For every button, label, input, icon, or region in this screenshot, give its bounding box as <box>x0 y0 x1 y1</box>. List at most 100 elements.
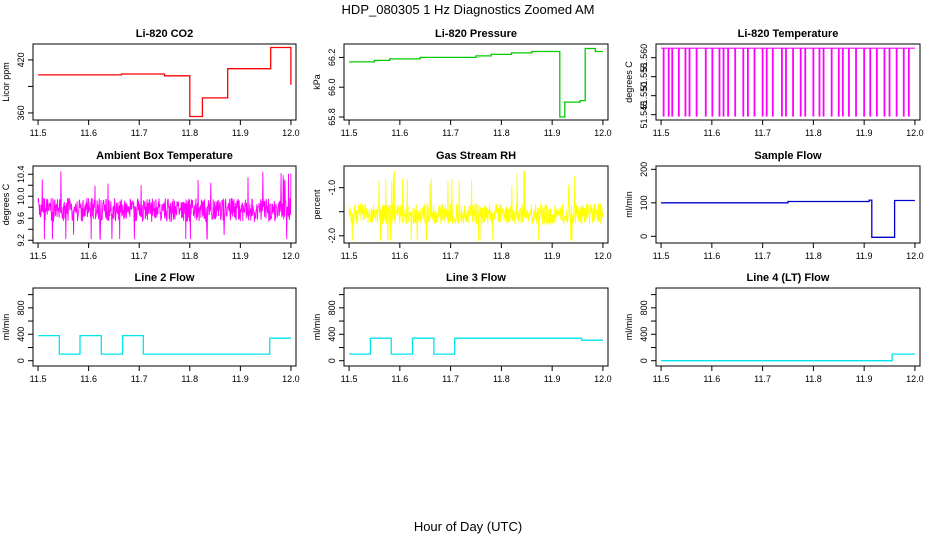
series-spike <box>841 48 844 117</box>
series-spike <box>907 48 910 117</box>
y-tick-label: 400 <box>639 327 649 342</box>
series-spike <box>837 48 840 117</box>
series-line <box>348 170 604 241</box>
series-spike <box>746 48 749 117</box>
y-tick-label: 400 <box>327 327 337 342</box>
series-spike <box>875 48 878 117</box>
plot-frame <box>32 287 297 367</box>
y-axis-label: ml/min <box>1 314 11 341</box>
y-tick-label: 51.555 <box>639 63 649 91</box>
panel-6: Sample Flow ml/min 11.5 11.6 11.7 11.8 11.9 12.… <box>624 150 924 261</box>
x-tick-label: 11.6 <box>703 374 720 384</box>
panel-title: Line 4 (LT) Flow <box>747 272 830 284</box>
x-tick-label: 12.0 <box>282 128 300 138</box>
series-spike <box>761 48 764 117</box>
y-tick-label: 9.6 <box>16 212 26 225</box>
series-spike <box>662 48 665 117</box>
y-tick-label: 360 <box>16 105 26 120</box>
y-tick-label: 0 <box>16 358 26 363</box>
x-tick-label: 12.0 <box>594 374 612 384</box>
series-spike <box>848 48 850 117</box>
y-tick-label: 800 <box>327 300 337 315</box>
y-tick-label: 51.545 <box>639 101 649 129</box>
y-tick-label: 800 <box>639 300 649 315</box>
y-tick-label: 420 <box>16 52 26 67</box>
series-spike <box>830 48 833 117</box>
series-spike <box>812 48 815 117</box>
panel-title: Li-820 Temperature <box>738 28 839 40</box>
y-axis-label: ml/min <box>624 191 634 218</box>
panel-title: Gas Stream RH <box>436 150 516 162</box>
y-tick-label: 65.8 <box>327 108 337 126</box>
y-axis-label: ml/min <box>312 314 322 341</box>
series-spike <box>818 48 821 117</box>
plot-frame <box>32 43 297 121</box>
x-tick-label: 11.6 <box>80 251 97 261</box>
plot-frame <box>655 43 921 121</box>
x-tick-label: 11.5 <box>30 374 47 384</box>
x-tick-label: 11.5 <box>653 251 670 261</box>
x-tick-label: 11.7 <box>442 128 459 138</box>
x-tick-label: 11.7 <box>131 374 148 384</box>
y-tick-label: 0 <box>639 234 649 239</box>
series-spike <box>883 48 886 117</box>
series-spike <box>688 48 691 117</box>
series-line <box>38 46 292 118</box>
x-tick-label: 11.5 <box>341 374 358 384</box>
series-spike <box>869 48 872 117</box>
y-axis-label: kPa <box>312 74 322 90</box>
panel-title: Line 3 Flow <box>446 272 506 284</box>
panel-2: Li-820 Pressure kPa 11.5 11.6 11.7 11.8 11.9 12… <box>312 28 612 138</box>
x-tick-label: 11.5 <box>341 128 358 138</box>
x-tick-label: 12.0 <box>906 374 924 384</box>
panel-title: Li-820 Pressure <box>435 28 517 40</box>
plot-frame <box>655 287 921 367</box>
series-spike <box>722 48 725 117</box>
panel-7: Line 2 Flow ml/min 11.5 11.6 11.7 11.8 11.9 12.… <box>1 272 300 384</box>
plot-frame <box>343 287 609 367</box>
x-tick-label: 11.9 <box>232 128 249 138</box>
plot-frame <box>655 165 921 244</box>
y-tick-label: 0 <box>639 358 649 363</box>
series-spike <box>667 48 670 117</box>
x-tick-label: 11.9 <box>856 128 873 138</box>
series-spike <box>902 48 905 117</box>
panel-9: Line 4 (LT) Flow ml/min 11.5 11.6 11.7 11.8 11… <box>624 272 924 384</box>
series-spike <box>781 48 783 117</box>
x-tick-label: 11.6 <box>703 128 720 138</box>
x-tick-label: 12.0 <box>594 128 612 138</box>
panel-5: Gas Stream RH percent 11.5 11.6 11.7 11.8 11.9… <box>312 150 612 261</box>
y-tick-label: -2.0 <box>327 228 337 244</box>
series-spike <box>855 48 857 117</box>
series-spike <box>742 48 745 117</box>
panel-3: Li-820 Temperature degrees C 11.5 11.6 11.7 1… <box>624 28 924 138</box>
series-spike <box>734 48 737 117</box>
series-line <box>349 337 603 355</box>
series-spike <box>704 48 707 117</box>
series-spike <box>695 48 698 117</box>
x-tick-label: 11.6 <box>391 251 408 261</box>
series-spike <box>771 48 774 117</box>
y-tick-label: 200 <box>639 162 649 177</box>
series-line <box>661 199 915 238</box>
y-axis-label: ml/min <box>624 314 634 341</box>
series-spike <box>753 48 756 117</box>
series-line <box>661 353 915 362</box>
x-tick-label: 11.6 <box>703 251 720 261</box>
y-tick-label: 9.2 <box>16 234 26 247</box>
x-tick-label: 11.7 <box>754 128 771 138</box>
x-tick-label: 11.9 <box>856 374 873 384</box>
series-spike <box>711 48 714 117</box>
series-line <box>349 47 603 118</box>
x-tick-label: 11.5 <box>653 374 670 384</box>
x-tick-label: 11.9 <box>856 251 873 261</box>
panel-title: Line 2 Flow <box>135 272 195 284</box>
series-spike <box>671 48 674 117</box>
x-tick-label: 11.8 <box>805 128 822 138</box>
series-line <box>38 334 291 355</box>
x-tick-label: 11.8 <box>493 128 510 138</box>
y-axis-label: degrees C <box>624 61 634 103</box>
series-spike <box>895 48 898 117</box>
y-tick-label: 51.550 <box>639 82 649 110</box>
